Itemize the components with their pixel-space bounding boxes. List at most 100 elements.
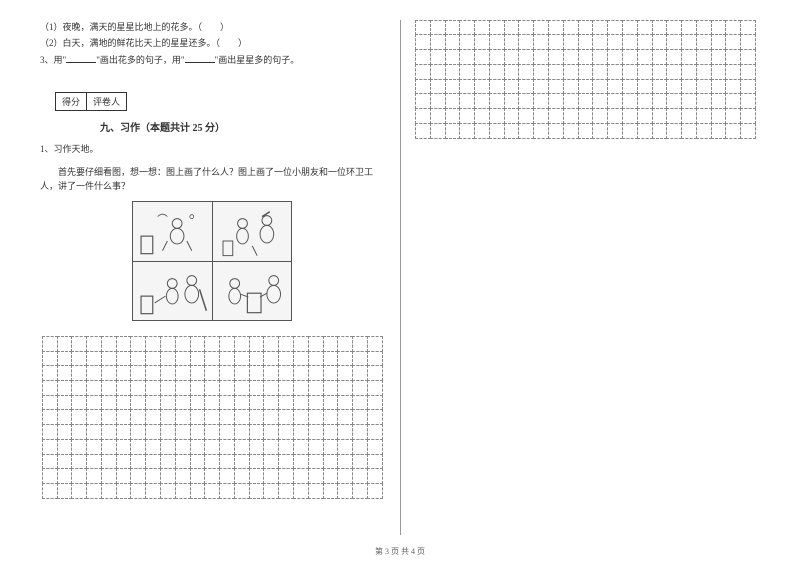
question-1: （1）夜晚，满天的星星比地上的花多。（ ） [40,20,385,34]
grid-cell [337,365,353,381]
grid-cell [367,483,383,499]
grid-cell [367,468,383,484]
grid-cell [622,20,638,36]
grid-cell [563,108,579,124]
grid-cell [308,380,324,396]
grid-cell [533,79,549,95]
grid-cell [637,93,653,109]
grid-cell [696,79,712,95]
grid-cell [308,365,324,381]
comic-image [132,201,292,321]
grid-cell [263,409,279,425]
grid-cell [352,395,368,411]
grid-cell [622,79,638,95]
grid-cell [337,336,353,352]
grid-cell [278,395,294,411]
grid-cell [293,395,309,411]
grid-cell [518,93,534,109]
grid-cell [71,395,87,411]
grid-cell [533,20,549,36]
grid-cell [86,439,102,455]
grid-cell [548,79,564,95]
comic-panel-1 [133,202,212,261]
grid-cell [101,380,117,396]
grid-cell [533,49,549,65]
grid-cell [249,365,265,381]
grid-cell [459,64,475,80]
grid-cell [563,93,579,109]
grid-cell [234,351,250,367]
grid-cell [725,123,741,139]
grid-cell [263,351,279,367]
grid-cell [681,108,697,124]
grid-cell [563,34,579,50]
grid-cell [607,108,623,124]
grid-cell [116,365,132,381]
grid-cell [160,336,176,352]
grid-cell [548,64,564,80]
grid-cell [725,64,741,80]
grid-cell [323,336,339,352]
grid-cell [145,483,161,499]
grid-cell [637,20,653,36]
grid-cell [175,395,191,411]
grid-cell [308,454,324,470]
grid-cell [592,49,608,65]
grid-cell [592,123,608,139]
grid-cell [415,93,431,109]
grid-cell [160,483,176,499]
grid-cell [278,483,294,499]
grid-cell [518,49,534,65]
grid-cell [548,20,564,36]
grid-cell [666,20,682,36]
grid-cell [652,79,668,95]
grid-cell [578,34,594,50]
grid-cell [308,336,324,352]
grid-cell [278,351,294,367]
grid-cell [740,123,756,139]
grid-cell [57,409,73,425]
comic-panel-3 [133,262,212,321]
grid-cell [415,49,431,65]
grid-cell [293,439,309,455]
grid-cell [352,336,368,352]
grid-cell [445,123,461,139]
grid-cell [263,454,279,470]
grid-cell [190,351,206,367]
grid-cell [445,20,461,36]
grid-cell [666,93,682,109]
grid-cell [430,79,446,95]
grid-cell [160,439,176,455]
grid-cell [160,454,176,470]
grid-cell [637,108,653,124]
grid-cell [42,468,58,484]
grid-cell [42,351,58,367]
grid-cell [652,108,668,124]
grid-cell [116,483,132,499]
grid-cell [337,380,353,396]
grid-cell [190,380,206,396]
grid-cell [504,34,520,50]
grid-cell [57,336,73,352]
grid-cell [681,79,697,95]
grid-cell [489,93,505,109]
grid-cell [190,468,206,484]
grid-cell [160,424,176,440]
grid-cell [367,380,383,396]
grid-cell [323,351,339,367]
grid-cell [249,468,265,484]
grid-cell [474,20,490,36]
grid-cell [278,424,294,440]
grid-cell [116,468,132,484]
grid-cell [711,49,727,65]
grid-cell [740,108,756,124]
grid-cell [415,123,431,139]
grid-cell [367,365,383,381]
grid-cell [352,468,368,484]
grid-cell [652,93,668,109]
grid-cell [725,34,741,50]
grid-cell [175,468,191,484]
grid-cell [489,64,505,80]
grid-cell [666,49,682,65]
grid-cell [86,483,102,499]
